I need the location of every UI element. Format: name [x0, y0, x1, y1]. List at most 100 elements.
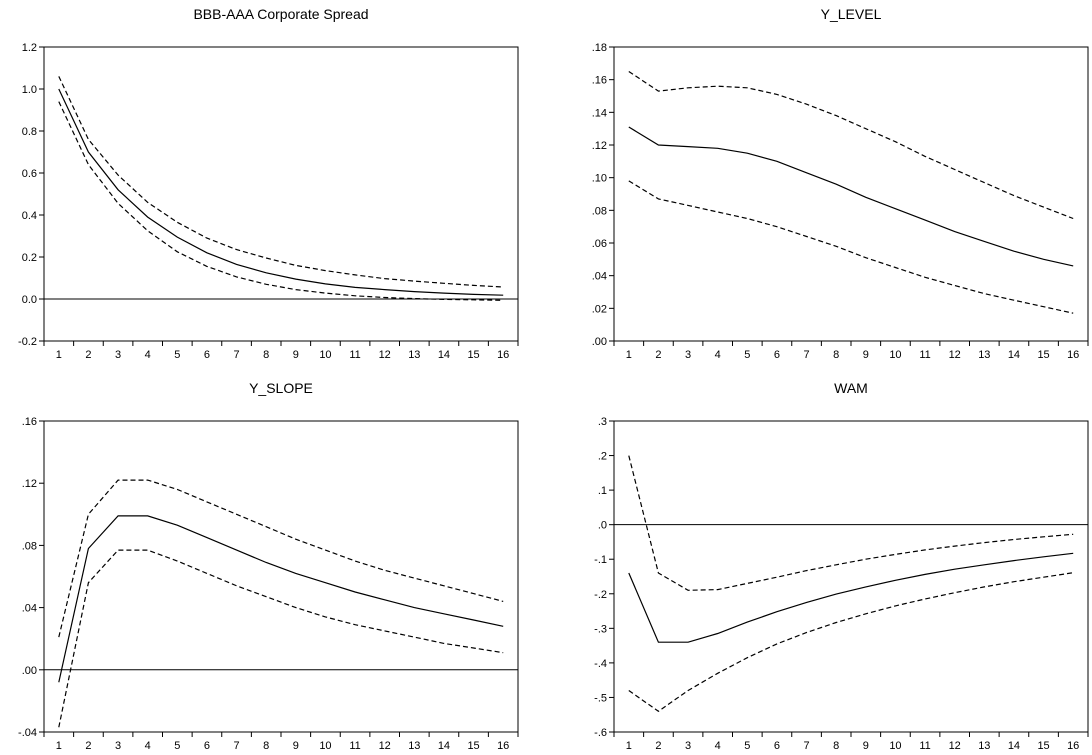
y-tick-label: -.6 — [594, 727, 607, 739]
x-tick-label: 11 — [349, 349, 360, 361]
x-tick-label: 12 — [949, 740, 961, 752]
y-tick-label: .12 — [22, 478, 37, 490]
x-tick-label: 10 — [889, 740, 901, 752]
x-tick-label: 4 — [145, 349, 151, 361]
x-tick-label: 6 — [774, 349, 780, 361]
chart-title: BBB-AAA Corporate Spread — [193, 6, 368, 22]
y-tick-label: .16 — [22, 416, 37, 428]
y-tick-label: -.2 — [594, 589, 607, 601]
x-tick-label: 1 — [56, 349, 62, 361]
series-line-response — [628, 126, 1074, 267]
series-line-response — [628, 552, 1074, 643]
y-tick-label: 1.0 — [22, 84, 37, 96]
series-line-confidence-band — [58, 76, 504, 288]
x-tick-label: 11 — [919, 740, 930, 752]
x-tick-label: 5 — [744, 740, 750, 752]
series-line-confidence-band — [58, 101, 504, 301]
x-tick-label: 9 — [293, 349, 299, 361]
y-tick-label: .10 — [592, 173, 607, 185]
x-tick-label: 2 — [655, 349, 661, 361]
x-tick-label: 6 — [204, 740, 210, 752]
x-tick-label: 6 — [204, 349, 210, 361]
y-tick-label: 0.4 — [22, 210, 37, 222]
x-tick-label: 2 — [655, 740, 661, 752]
x-tick-label: 12 — [379, 349, 391, 361]
x-tick-label: 15 — [467, 349, 479, 361]
x-tick-label: 15 — [1037, 349, 1049, 361]
y-tick-label: .0 — [598, 520, 607, 532]
y-tick-label: 0.0 — [22, 294, 37, 306]
series-line-confidence-band — [58, 549, 504, 728]
x-tick-label: 12 — [949, 349, 961, 361]
x-tick-label: 7 — [234, 740, 240, 752]
x-tick-label: 1 — [56, 740, 62, 752]
x-tick-label: 13 — [408, 349, 420, 361]
y-tick-label: .16 — [592, 75, 607, 87]
y-tick-label: -.4 — [594, 658, 607, 670]
y-tick-label: -.5 — [594, 692, 607, 704]
series-line-confidence-band — [628, 455, 1074, 591]
chart-panel-3: Y_SLOPE-.04.00.04.08.12.161 2 3 4 5 6 7 8 9 10 11 1… — [18, 380, 519, 752]
plot-frame — [43, 46, 519, 342]
y-tick-label: 0.2 — [22, 252, 37, 264]
x-tick-label: 3 — [115, 740, 121, 752]
x-tick-label: 14 — [1008, 349, 1020, 361]
y-tick-label: -.1 — [594, 554, 607, 566]
x-tick-label: 4 — [145, 740, 151, 752]
series-line-confidence-band — [628, 70, 1074, 220]
x-tick-label: 16 — [1067, 349, 1079, 361]
y-tick-label: .06 — [592, 238, 607, 250]
x-tick-label: 14 — [1008, 740, 1020, 752]
x-tick-label: 16 — [497, 740, 509, 752]
plot-frame — [613, 46, 1089, 342]
x-tick-label: 15 — [1037, 740, 1049, 752]
x-tick-label: 10 — [319, 349, 331, 361]
x-tick-label: 8 — [263, 349, 269, 361]
x-tick-label: 3 — [115, 349, 121, 361]
x-tick-label: 3 — [685, 349, 691, 361]
x-tick-label: 7 — [234, 349, 240, 361]
y-tick-label: .08 — [22, 540, 37, 552]
x-tick-label: 3 — [685, 740, 691, 752]
y-tick-label: .00 — [22, 665, 37, 677]
series-line-confidence-band — [58, 479, 504, 638]
y-tick-label: .18 — [592, 42, 607, 54]
x-tick-label: 5 — [174, 740, 180, 752]
plot-frame — [613, 420, 1089, 733]
y-tick-label: 1.2 — [22, 42, 37, 54]
x-tick-label: 1 — [626, 349, 632, 361]
y-tick-label: -0.2 — [18, 336, 37, 348]
chart-panel-2: Y_LEVEL.00.02.04.06.08.10.12.14.16.181 2 3… — [592, 6, 1089, 361]
chart-title: Y_SLOPE — [249, 380, 313, 396]
x-tick-label: 9 — [863, 740, 869, 752]
y-tick-label: .04 — [22, 603, 37, 615]
y-tick-label: .14 — [592, 107, 607, 119]
x-tick-label: 7 — [804, 740, 810, 752]
x-tick-label: 12 — [379, 740, 391, 752]
series-line-confidence-band — [628, 180, 1074, 314]
y-tick-label: .12 — [592, 140, 607, 152]
y-tick-label: .08 — [592, 205, 607, 217]
x-tick-label: 2 — [85, 349, 91, 361]
x-tick-label: 9 — [293, 740, 299, 752]
x-tick-label: 4 — [715, 349, 721, 361]
x-tick-label: 8 — [833, 740, 839, 752]
chart-title: WAM — [834, 380, 868, 396]
chart-title: Y_LEVEL — [821, 6, 882, 22]
y-tick-label: .1 — [598, 485, 607, 497]
y-tick-label: -.04 — [18, 727, 37, 739]
x-tick-label: 6 — [774, 740, 780, 752]
chart-panel-1: BBB-AAA Corporate Spread -0.2 0.0 0.2 0.4 0.6… — [18, 6, 519, 361]
y-tick-label: .00 — [592, 336, 607, 348]
x-tick-label: 4 — [715, 740, 721, 752]
y-tick-label: -.3 — [594, 623, 607, 635]
y-tick-label: 0.6 — [22, 168, 37, 180]
x-tick-label: 5 — [744, 349, 750, 361]
x-tick-label: 13 — [978, 349, 990, 361]
y-tick-label: .04 — [592, 271, 607, 283]
x-tick-label: 9 — [863, 349, 869, 361]
y-tick-label: 0.8 — [22, 126, 37, 138]
x-tick-label: 2 — [85, 740, 91, 752]
x-tick-label: 8 — [263, 740, 269, 752]
